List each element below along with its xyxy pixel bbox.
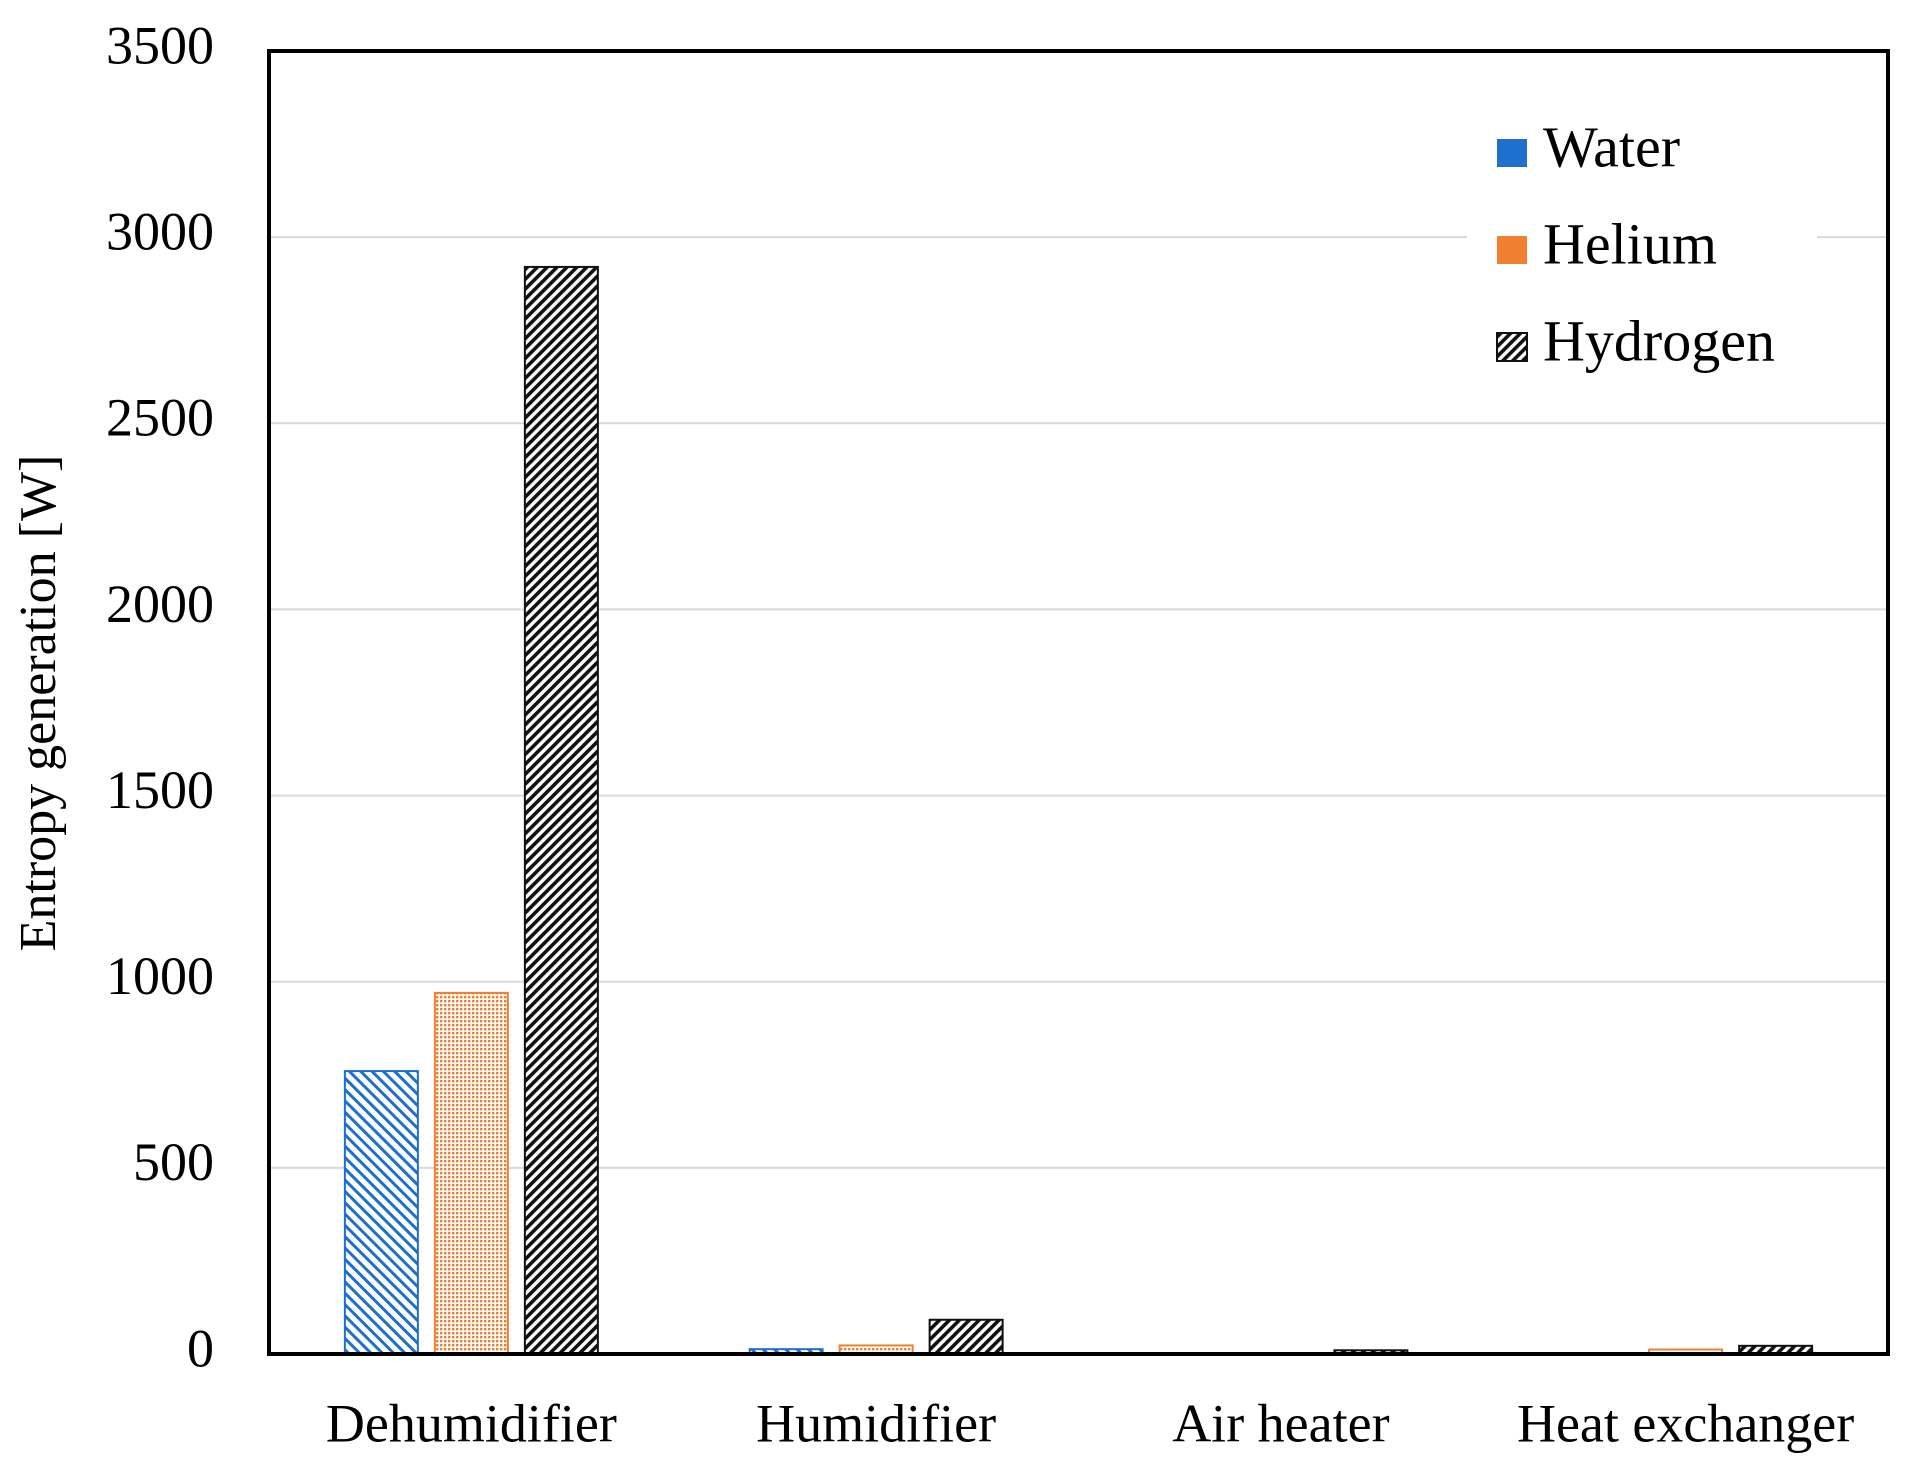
bar bbox=[433, 991, 509, 1356]
y-axis-label: Entropy generation [W] bbox=[10, 455, 67, 952]
y-tick-label: 500 bbox=[133, 1132, 214, 1192]
legend-label: Water bbox=[1543, 114, 1680, 179]
y-tick-label: 3000 bbox=[106, 202, 214, 262]
y-tick-label: 3500 bbox=[106, 15, 214, 75]
legend-label: Hydrogen bbox=[1543, 308, 1775, 373]
bar bbox=[523, 265, 599, 1356]
legend-swatch bbox=[1496, 332, 1528, 362]
legend-label: Helium bbox=[1543, 211, 1717, 276]
x-tick-label: Heat exchanger bbox=[1517, 1393, 1854, 1453]
legend-swatch bbox=[1497, 236, 1527, 264]
y-tick-label: 1500 bbox=[106, 760, 214, 820]
y-tick-label: 2000 bbox=[106, 574, 214, 634]
x-tick-label: Air heater bbox=[1172, 1393, 1389, 1453]
x-tick-label: Dehumidifier bbox=[326, 1393, 617, 1453]
plot-frame bbox=[267, 49, 1890, 1356]
y-tick-label: 2500 bbox=[106, 388, 214, 448]
legend-swatch bbox=[1497, 139, 1527, 167]
bar bbox=[343, 1070, 419, 1355]
y-tick-label: 1000 bbox=[106, 946, 214, 1006]
bar bbox=[928, 1318, 1004, 1356]
x-tick-label: Humidifier bbox=[756, 1393, 996, 1453]
y-tick-label: 0 bbox=[187, 1318, 214, 1378]
